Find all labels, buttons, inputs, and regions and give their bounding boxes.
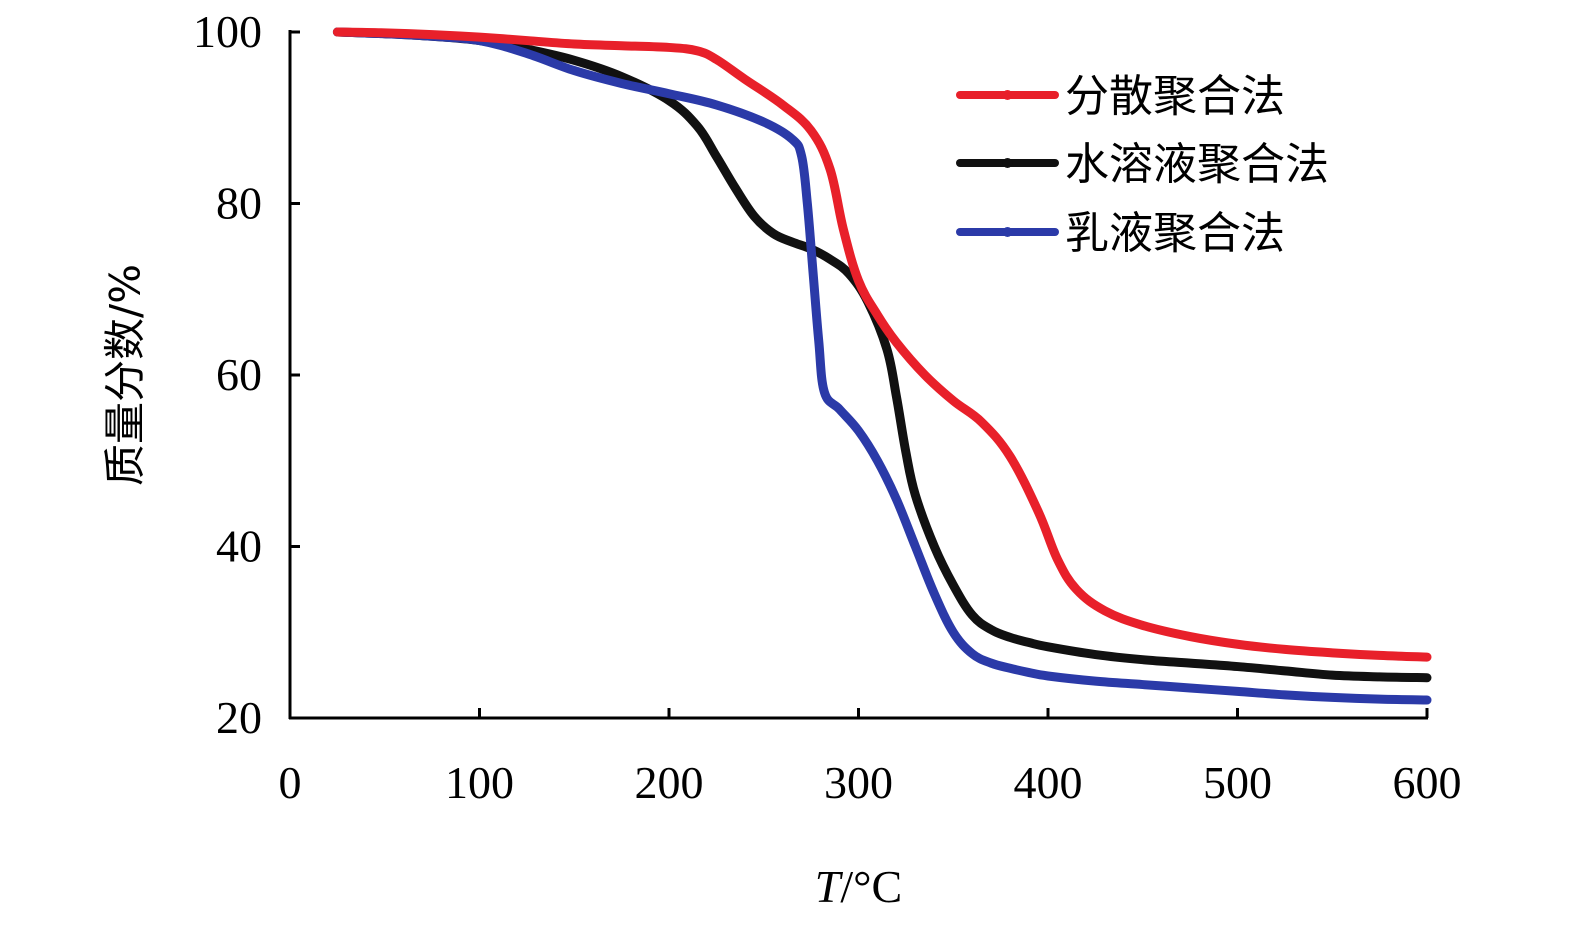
x-tick-label: 0 <box>279 757 302 808</box>
y-tick-label: 100 <box>193 6 262 57</box>
legend-label-0: 分散聚合法 <box>1065 71 1285 122</box>
y-tick-label: 60 <box>216 349 262 400</box>
axes: 0 100 200 300 400 500 600 20 40 60 80 100 T/°C <box>193 6 1462 912</box>
x-tick-label: 400 <box>1014 757 1083 808</box>
x-tick-label: 100 <box>445 757 514 808</box>
x-tick-label: 500 <box>1203 757 1272 808</box>
series-line-0 <box>332 27 1432 662</box>
legend-marker-2 <box>1002 227 1013 237</box>
legend-label-1: 水溶液聚合法 <box>1065 139 1329 190</box>
y-tick-label: 80 <box>216 178 262 229</box>
x-axis-title: T/°C <box>815 861 902 912</box>
legend-marker-1 <box>1002 158 1013 168</box>
legend-marker-0 <box>1002 90 1013 100</box>
legend-label-2: 乳液聚合法 <box>1065 208 1285 259</box>
x-tick-label: 300 <box>824 757 893 808</box>
y-tick-label: 20 <box>216 692 262 743</box>
series-line-2 <box>332 27 1432 705</box>
y-axis-title: 质量分数/% <box>101 264 150 486</box>
series-layer <box>332 27 1432 705</box>
x-tick-label: 600 <box>1393 757 1462 808</box>
y-tick-label: 40 <box>216 521 262 572</box>
x-tick-label: 200 <box>635 757 704 808</box>
series-line-1 <box>332 27 1432 683</box>
